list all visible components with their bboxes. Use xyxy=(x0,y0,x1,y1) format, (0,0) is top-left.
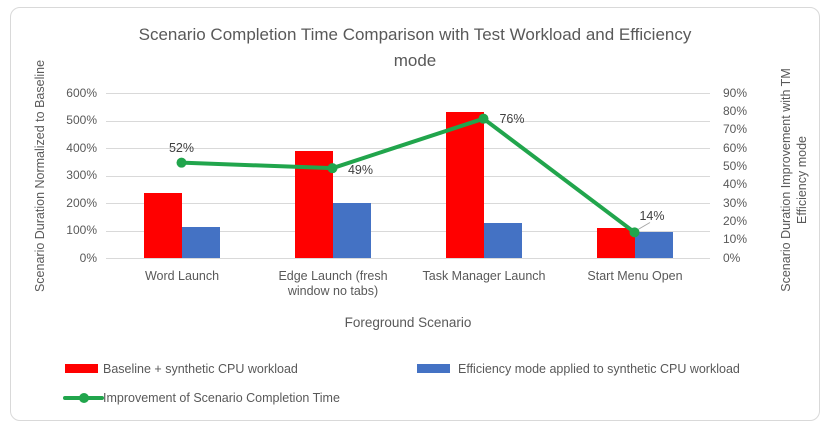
gridline xyxy=(106,148,710,149)
line-data-label: 14% xyxy=(639,208,665,223)
bar-efficiency-mode xyxy=(634,232,673,258)
gridline xyxy=(106,203,710,204)
bar-baseline-workload xyxy=(596,228,635,258)
right-axis-tick-label: 50% xyxy=(723,158,748,173)
legend-line-marker-improvement xyxy=(79,393,89,403)
bar-baseline-workload xyxy=(294,150,333,258)
legend-swatch-efficiency xyxy=(417,364,450,373)
bar-efficiency-mode xyxy=(332,203,371,258)
gridline xyxy=(106,93,710,94)
right-axis-tick-label: 60% xyxy=(723,140,748,155)
bar-baseline-workload xyxy=(445,112,484,258)
right-axis-tick-label: 10% xyxy=(723,232,748,247)
gridline xyxy=(106,175,710,177)
left-axis-tick-label: 500% xyxy=(66,113,97,127)
right-axis-tick-label: 0% xyxy=(723,250,741,265)
right-axis-tick-label: 30% xyxy=(723,195,748,210)
left-axis-tick-label: 300% xyxy=(66,168,97,182)
left-axis-tick-label: 0% xyxy=(79,250,97,265)
gridline xyxy=(106,120,710,122)
legend-label-improvement: Improvement of Scenario Completion Time xyxy=(103,391,340,405)
legend-label-efficiency: Efficiency mode applied to synthetic CPU… xyxy=(458,362,740,376)
legend-swatch-baseline xyxy=(65,364,98,373)
x-category-label: Edge Launch (fresh window no tabs) xyxy=(278,269,388,298)
right-axis-title: Scenario Duration Improvement with TM Ef… xyxy=(778,35,810,325)
line-data-label: 76% xyxy=(499,111,525,126)
left-axis-tick-label: 100% xyxy=(66,223,97,237)
left-axis-tick-label: 400% xyxy=(66,140,97,155)
right-axis-tick-label: 70% xyxy=(723,122,748,137)
x-category-label: Task Manager Launch xyxy=(422,269,546,283)
bar-baseline-workload xyxy=(143,193,182,258)
x-axis-title: Foreground Scenario xyxy=(344,315,472,330)
bar-efficiency-mode xyxy=(483,223,522,258)
right-axis-tick-label: 40% xyxy=(723,177,748,192)
right-axis-tick-label: 20% xyxy=(723,213,748,228)
left-axis-tick-label: 600% xyxy=(66,85,97,100)
right-axis-tick-label: 90% xyxy=(723,85,748,100)
left-axis-tick-label: 200% xyxy=(66,195,97,210)
chart-title-line2: mode xyxy=(393,51,437,70)
line-data-label: 49% xyxy=(347,163,374,178)
x-category-label: Word Launch xyxy=(144,269,220,283)
right-axis-tick-label: 80% xyxy=(723,103,748,118)
legend-label-baseline: Baseline + synthetic CPU workload xyxy=(103,362,298,376)
gridline xyxy=(106,258,710,259)
right-axis-title-line1: Scenario Duration Improvement with TM xyxy=(779,68,793,292)
chart-title: Scenario Completion Time Comparison with… xyxy=(95,22,735,74)
right-axis-title-line2: Efficiency mode xyxy=(795,136,809,225)
x-category-label: Start Menu Open xyxy=(587,269,683,283)
line-data-label: 52% xyxy=(168,140,195,155)
chart-title-line1: Scenario Completion Time Comparison with… xyxy=(138,25,692,44)
bar-efficiency-mode xyxy=(181,227,220,258)
